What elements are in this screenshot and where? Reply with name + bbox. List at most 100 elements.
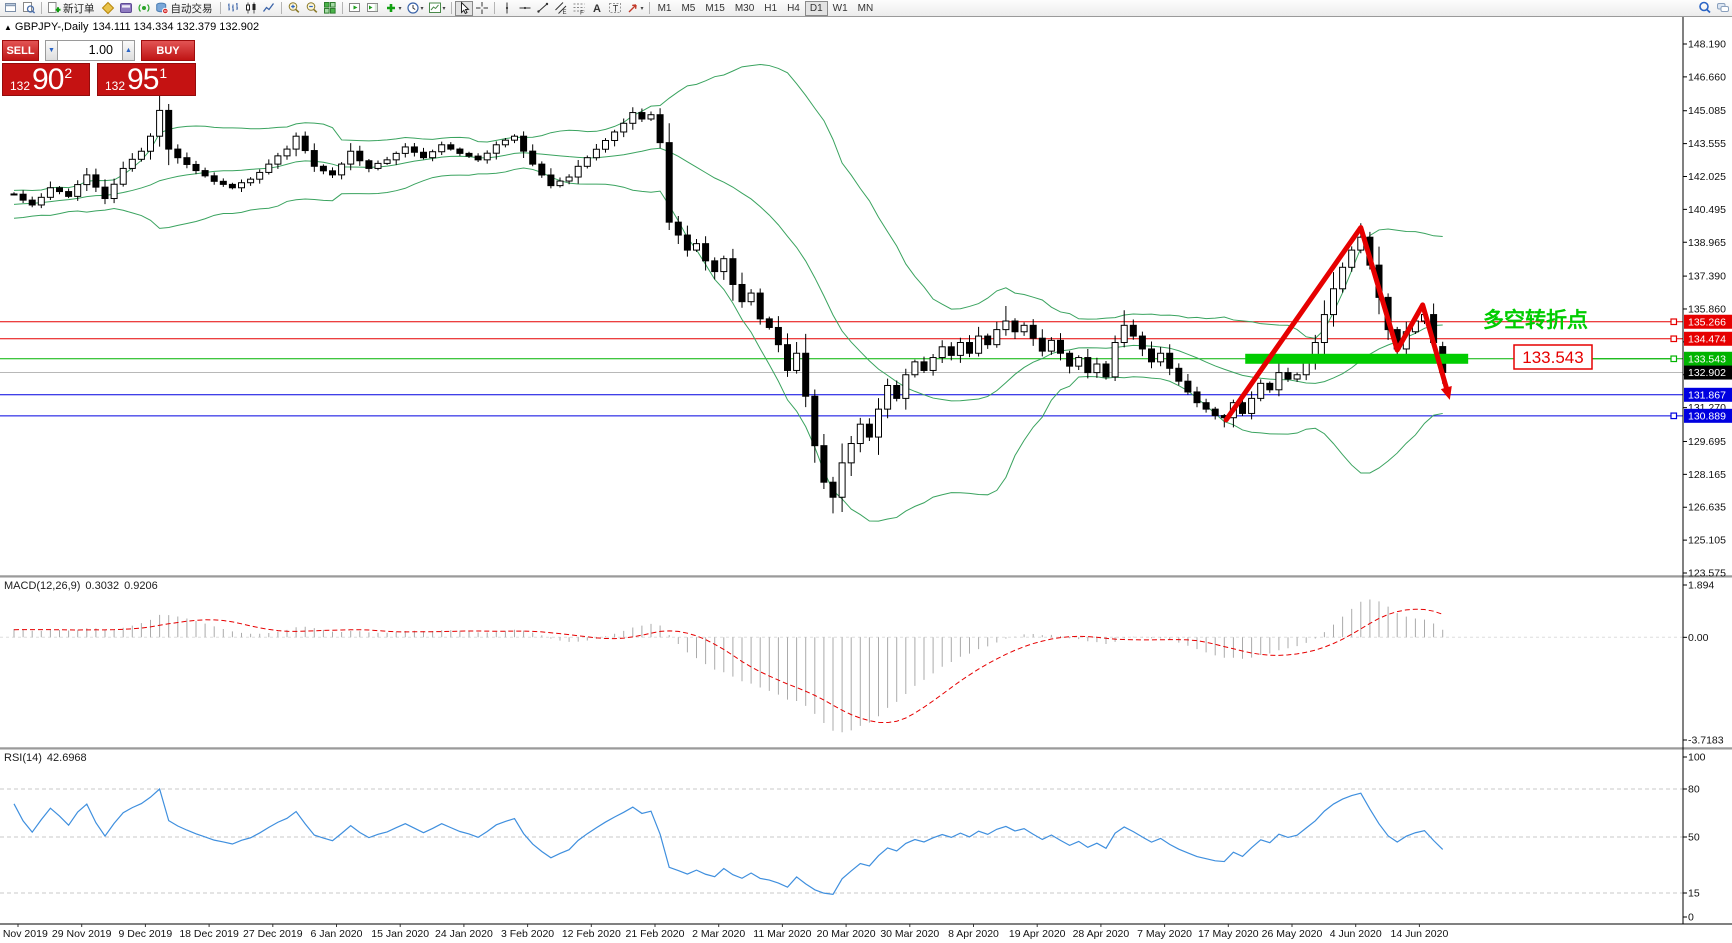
periods-button[interactable]: ▾ xyxy=(404,1,426,16)
svg-text:134.474: 134.474 xyxy=(1688,333,1726,345)
price-tag[interactable]: 133.543 xyxy=(1513,344,1676,370)
arrow-objects-button[interactable]: ▾ xyxy=(624,1,646,16)
timeframe-h1[interactable]: H1 xyxy=(764,2,778,14)
buy-button[interactable]: BUY xyxy=(141,40,195,61)
svg-text:131.867: 131.867 xyxy=(1688,389,1726,401)
fibonacci-retracement-button[interactable]: F xyxy=(570,1,588,16)
equidistant-channel-button[interactable]: E xyxy=(552,1,570,16)
main-toolbar: 新订单 自动交易 ▾ ▾ ▾ E F A T ▾ M1 M5 M15 M30 H1 H4 D1 W1 MN xyxy=(0,0,1732,17)
chart-shift-button[interactable] xyxy=(364,1,382,16)
symbol-title: GBPJPY-,Daily xyxy=(14,21,89,33)
time-axis[interactable]: 20 Nov 2019 29 Nov 2019 9 Dec 2019 18 Dec 2… xyxy=(0,924,1448,940)
svg-text:27 Dec 2019: 27 Dec 2019 xyxy=(243,928,303,940)
svg-text:26 May 2020: 26 May 2020 xyxy=(1262,928,1323,940)
svg-text:F: F xyxy=(580,10,584,16)
svg-text:146.660: 146.660 xyxy=(1688,71,1726,83)
bid-price-panel[interactable]: 132 90 2 xyxy=(2,63,90,96)
symbol-info: ▲ GBPJPY-,Daily 134.111 134.334 132.379 13… xyxy=(4,21,263,33)
volume-input[interactable]: 1.00 xyxy=(58,40,122,61)
new-order-button[interactable]: 新订单 xyxy=(45,1,99,16)
svg-text:E: E xyxy=(562,10,566,15)
timeframe-m15[interactable]: M15 xyxy=(705,2,725,14)
toolbar-separator xyxy=(219,2,221,14)
zoom-out-button[interactable] xyxy=(303,1,321,16)
svg-text:20 Nov 2019: 20 Nov 2019 xyxy=(0,928,48,940)
macd-signal-line xyxy=(13,608,1443,724)
ask-price-panel[interactable]: 132 95 1 xyxy=(97,63,196,96)
chat-icon xyxy=(1717,3,1729,12)
cursor-icon xyxy=(460,1,470,15)
svg-text:133.543: 133.543 xyxy=(1522,348,1583,367)
timeframe-w1[interactable]: W1 xyxy=(832,2,848,14)
svg-text:9 Dec 2019: 9 Dec 2019 xyxy=(119,928,173,940)
trendline-button[interactable] xyxy=(534,1,552,16)
bid-pips: 90 xyxy=(32,63,64,96)
tile-windows-button[interactable] xyxy=(321,1,339,16)
svg-text:0.00: 0.00 xyxy=(1688,632,1709,644)
svg-text:3 Feb 2020: 3 Feb 2020 xyxy=(501,928,554,940)
timeframe-mn[interactable]: MN xyxy=(857,2,874,14)
community-chat-button[interactable] xyxy=(1714,1,1732,16)
crosshair-button[interactable] xyxy=(473,1,491,16)
timeframe-h4[interactable]: H4 xyxy=(787,2,800,14)
search-button[interactable] xyxy=(1696,1,1714,16)
search-icon xyxy=(1699,1,1711,14)
svg-text:24 Jan 2020: 24 Jan 2020 xyxy=(435,928,493,940)
volume-decrease-button[interactable]: ▼ xyxy=(45,40,58,61)
candle-chart-mode-button[interactable] xyxy=(242,1,260,16)
bollinger-upper-band xyxy=(13,63,1443,339)
timeframe-m5[interactable]: M5 xyxy=(681,2,696,14)
svg-text:8 Apr 2020: 8 Apr 2020 xyxy=(948,928,999,940)
line-chart-mode-button[interactable] xyxy=(260,1,278,16)
autotrading-button[interactable]: 自动交易 xyxy=(153,1,217,16)
cursor-button[interactable] xyxy=(454,0,473,16)
new-chart-button[interactable] xyxy=(2,1,20,16)
macd-name: MACD(12,26,9) xyxy=(4,580,81,592)
toolbar-separator xyxy=(450,2,452,14)
chart-preview-icon xyxy=(23,2,36,14)
timeframe-m30[interactable]: M30 xyxy=(734,2,755,14)
clock-icon xyxy=(406,2,419,14)
macd-indicator-label: MACD(12,26,9) 0.3032 0.9206 xyxy=(4,580,163,592)
trend-arrow[interactable] xyxy=(1223,225,1452,423)
horizontal-line-icon xyxy=(519,6,531,10)
metaeditor-button[interactable] xyxy=(99,1,117,16)
chart-background xyxy=(0,17,1732,943)
text-label-button[interactable]: T xyxy=(606,1,624,16)
svg-text:137.390: 137.390 xyxy=(1688,271,1726,283)
macd-signal-value: 0.9206 xyxy=(124,580,158,592)
turning-point-annotation[interactable]: 多空转折点 xyxy=(1483,308,1588,332)
sell-button[interactable]: SELL xyxy=(2,40,39,61)
chart-preview-button[interactable] xyxy=(20,1,38,16)
rsi-pane xyxy=(0,787,1683,896)
toolbar-separator xyxy=(280,2,282,14)
svg-text:A: A xyxy=(593,3,601,15)
zoom-in-button[interactable] xyxy=(285,1,303,16)
svg-text:15 Jan 2020: 15 Jan 2020 xyxy=(371,928,429,940)
price-axis[interactable]: 148.190 146.660 145.085 143.555 142.025 140.4… xyxy=(1670,39,1732,924)
vertical-line-button[interactable] xyxy=(498,1,516,16)
terminal-button[interactable] xyxy=(117,1,135,16)
timeframe-m1[interactable]: M1 xyxy=(657,2,672,14)
templates-button[interactable]: ▾ xyxy=(426,1,448,16)
auto-scroll-button[interactable] xyxy=(346,1,364,16)
new-order-icon xyxy=(48,2,61,13)
toolbar-separator xyxy=(648,2,650,14)
symbol-ohlc-values: 134.111 134.334 132.379 132.902 xyxy=(92,21,260,33)
volume-increase-button[interactable]: ▲ xyxy=(122,40,135,61)
support-zone-bar[interactable] xyxy=(1245,353,1469,364)
indicators-button[interactable]: ▾ xyxy=(382,1,404,16)
svg-text:2 Mar 2020: 2 Mar 2020 xyxy=(692,928,745,940)
timeframe-d1[interactable]: D1 xyxy=(804,0,828,16)
text-label-icon: T xyxy=(608,3,621,14)
svg-text:133.543: 133.543 xyxy=(1688,353,1726,365)
tile-windows-icon xyxy=(323,2,336,14)
text-button[interactable]: A xyxy=(588,1,606,16)
ask-big-figure: 132 xyxy=(105,79,126,93)
signals-button[interactable] xyxy=(135,1,153,16)
bar-chart-mode-button[interactable] xyxy=(224,1,242,16)
horizontal-line-button[interactable] xyxy=(516,1,534,16)
price-level-lines[interactable] xyxy=(0,321,1683,417)
pane-separators[interactable] xyxy=(0,575,1732,751)
